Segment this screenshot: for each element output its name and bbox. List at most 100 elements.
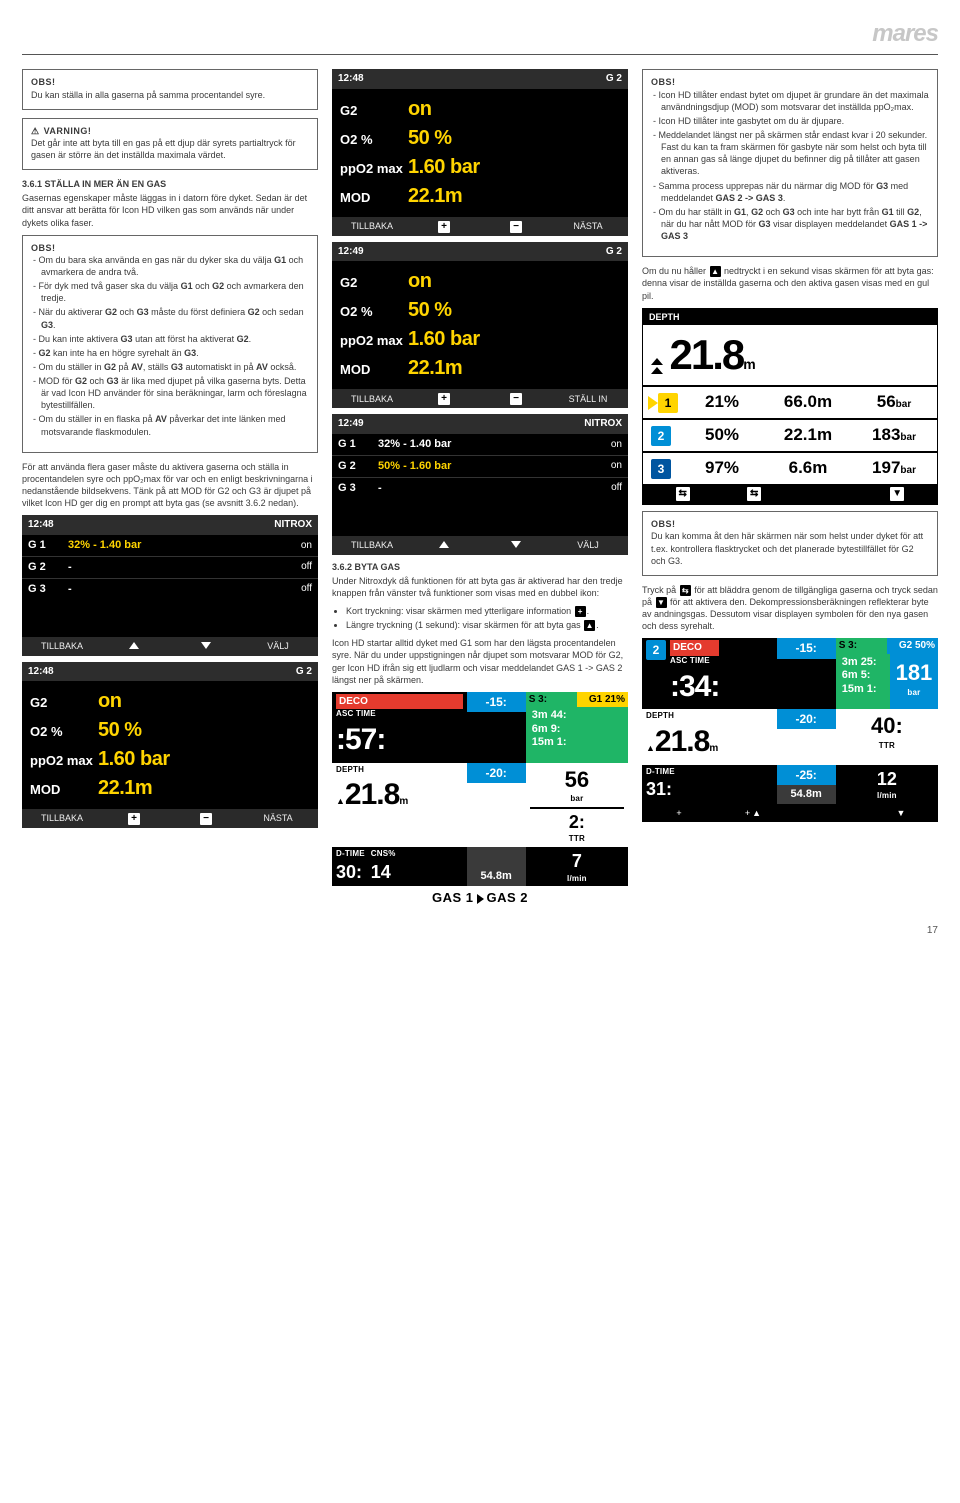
swap-icon[interactable]: ⇆ <box>747 487 761 501</box>
footer-button[interactable]: + <box>408 220 480 233</box>
swap-icon: ⇆ <box>680 585 691 596</box>
nitrox-row: G 132% - 1.40 baron <box>332 434 628 456</box>
list-item: Samma process upprepas när du närmar dig… <box>661 180 929 204</box>
g2-row: O2 %50 % <box>30 716 310 745</box>
plus-icon[interactable]: + <box>745 808 750 818</box>
depth-label: DEPTH <box>336 765 463 776</box>
asc-time-value: :34: <box>670 667 719 708</box>
obs-title: OBS! <box>31 242 309 254</box>
footer-button[interactable]: + <box>98 812 170 825</box>
bar-depth: 54.8m <box>777 785 836 804</box>
up-arrow-icon[interactable]: ▲ <box>752 808 761 818</box>
stop-line: 6m 5: <box>839 669 887 683</box>
list-item: När du aktiverar G2 och G3 måste du förs… <box>41 306 309 330</box>
s3-label: S 3: <box>526 692 577 708</box>
swap-icon[interactable]: ⇆ <box>676 487 690 501</box>
dev-mode: G 2 <box>606 72 622 86</box>
gas-switch-msg: GAS 1GAS 2 <box>332 886 628 910</box>
device-g2-1: 12:48G 2 G2onO2 %50 %ppO2 max1.60 barMOD… <box>22 662 318 829</box>
footer-button[interactable]: TILLBAKA <box>26 640 98 652</box>
gas-tag: 2 <box>651 426 671 446</box>
asc-time-label: ASC TIME <box>670 656 719 667</box>
g2-row: ppO2 max1.60 bar <box>30 745 310 774</box>
countdown: -15: <box>777 638 836 658</box>
dev-mode: G 2 <box>296 665 312 679</box>
footer-button[interactable]: − <box>480 392 552 405</box>
footer-button[interactable]: + <box>408 392 480 405</box>
nitrox-row: G 3-off <box>22 579 318 600</box>
footer-button[interactable] <box>98 640 170 652</box>
device-deco-2: 2 DECO ASC TIME :34: -15: S 3: G2 50% <box>642 638 938 821</box>
down-arrow-icon[interactable]: ▼ <box>890 487 904 501</box>
footer-button[interactable]: TILLBAKA <box>336 539 408 551</box>
s3-label: S 3: <box>836 638 887 654</box>
footer-button[interactable]: STÄLL IN <box>552 393 624 405</box>
dev-footer: TILLBAKA VÄLJ <box>332 536 628 554</box>
dev-time: 12:48 <box>338 72 364 86</box>
para-after-obs3: Om du nu håller ▲ nedtryckt i en sekund … <box>642 265 938 301</box>
list-item: Icon HD tillåter inte gasbytet om du är … <box>661 115 929 127</box>
dev-footer: TILLBAKA+−STÄLL IN <box>332 389 628 408</box>
footer-button[interactable] <box>170 640 242 652</box>
footer-button[interactable] <box>480 539 552 551</box>
ttr-value: 2: <box>530 810 624 834</box>
list-item: Om du ställer in G2 på AV, ställs G3 aut… <box>41 361 309 373</box>
deco-footer: + +▲ ▼ <box>642 804 938 822</box>
depth-value: 21.8 <box>345 778 399 811</box>
heading-362: 3.6.2 BYTA GAS <box>332 561 628 573</box>
footer-button[interactable]: TILLBAKA <box>336 393 408 405</box>
g2-row: MOD22.1m <box>340 182 620 211</box>
footer-button[interactable]: NÄSTA <box>242 812 314 824</box>
up-arrow-icon: ▲ <box>710 266 721 277</box>
footer-button[interactable]: VÄLJ <box>242 640 314 652</box>
dev-mode: NITROX <box>274 518 312 532</box>
g2-row: G2on <box>340 95 620 124</box>
list-item: Längre tryckning (1 sekund): visar skärm… <box>346 619 628 631</box>
g1-badge: G1 21% <box>577 692 628 708</box>
nitrox-row: G 132% - 1.40 baron <box>22 535 318 557</box>
gas-tag: 3 <box>651 459 671 479</box>
top-rule <box>22 54 938 55</box>
dev-time: 12:49 <box>338 417 364 431</box>
stop-line: 15m 1: <box>839 683 887 697</box>
footer-button[interactable]: VÄLJ <box>552 539 624 551</box>
device-nitrox-1: 12:48NITROX G 132% - 1.40 baronG 2-offG … <box>22 515 318 655</box>
device-depth-summary: DEPTH 21.8m 121%66.0m56bar250%22.1m183ba… <box>642 308 938 506</box>
flow-unit: l/min <box>530 874 624 885</box>
g2-row: ppO2 max1.60 bar <box>340 153 620 182</box>
stop-line: 3m 25: <box>839 656 887 670</box>
bar-value: 181 <box>890 658 938 688</box>
obs-title: OBS! <box>651 76 929 88</box>
depth-footer: ⇆ ⇆ ▼ <box>643 484 937 504</box>
dev-mode: NITROX <box>584 417 622 431</box>
column-2: 12:48G 2 G2onO2 %50 %ppO2 max1.60 barMOD… <box>332 69 628 915</box>
obs-text: Du kan komma åt den här skärmen när som … <box>651 530 929 566</box>
flow-value: 7 <box>530 849 624 873</box>
device-g2-3: 12:49G 2 G2onO2 %50 %ppO2 max1.60 barMOD… <box>332 242 628 409</box>
list-item: Du kan inte aktivera G3 utan att först h… <box>41 333 309 345</box>
obs-title: OBS! <box>651 518 929 530</box>
dev-mode: G 2 <box>606 245 622 259</box>
deco-label: DECO <box>336 694 463 710</box>
bar-unit: bar <box>890 688 938 699</box>
footer-button[interactable]: − <box>480 220 552 233</box>
plus-icon[interactable]: + <box>676 808 681 818</box>
footer-button[interactable]: TILLBAKA <box>26 812 98 824</box>
column-1: OBS! Du kan ställa in alla gaserna på sa… <box>22 69 318 915</box>
footer-button[interactable] <box>408 539 480 551</box>
up-arrow-icon: ▲ <box>584 620 595 631</box>
para-tryck: Tryck på ⇆ för att bläddra genom de till… <box>642 584 938 633</box>
footer-button[interactable]: NÄSTA <box>552 220 624 232</box>
down-arrow-icon[interactable]: ▼ <box>897 808 906 818</box>
gas-row: 397%6.6m197bar <box>643 451 937 484</box>
warning-text: Det går inte att byta till en gas på ett… <box>31 137 309 161</box>
footer-button[interactable]: − <box>170 812 242 825</box>
active-gas-arrow <box>648 396 658 410</box>
g2-row: MOD22.1m <box>340 354 620 383</box>
list-item: Om du har ställt in G1, G2 och G3 och in… <box>661 206 929 242</box>
ttr-label: TTR <box>840 741 934 752</box>
heading-361: 3.6.1 STÄLLA IN MER ÄN EN GAS <box>22 178 318 190</box>
bar-value: 56 <box>530 765 624 795</box>
footer-button[interactable]: TILLBAKA <box>336 220 408 232</box>
asc-time-label: ASC TIME <box>336 709 463 720</box>
